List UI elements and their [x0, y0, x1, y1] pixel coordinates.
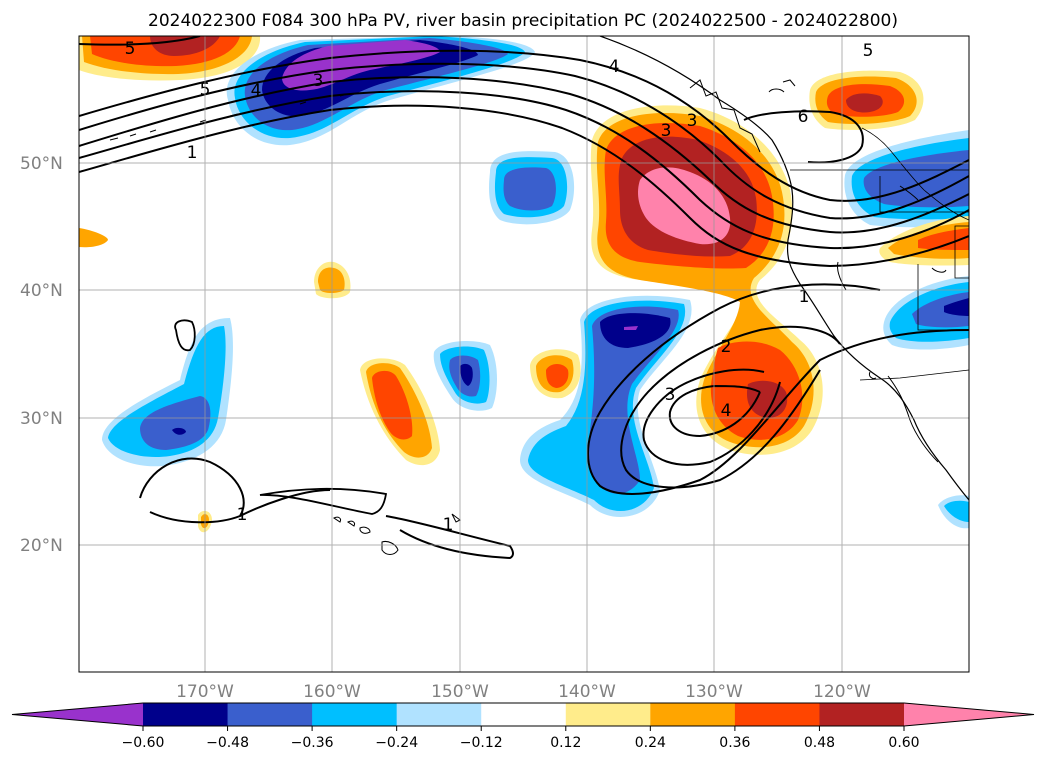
colorbar-segment	[396, 703, 482, 726]
lon-label: 160°W	[303, 682, 361, 702]
pv-label: 4	[609, 57, 620, 77]
lat-label: 30°N	[20, 409, 63, 429]
precip-blob-54N-119W	[809, 70, 924, 130]
pv-label: 3	[661, 121, 672, 141]
colorbar-tick-label: −0.60	[122, 735, 165, 751]
coastlines	[109, 36, 969, 555]
pv-label: 1	[237, 505, 248, 525]
gridlines	[79, 36, 969, 672]
colorbar-segments	[11, 702, 1035, 727]
colorbar-tick-label: 0.12	[550, 735, 581, 751]
colorbar-segment	[312, 703, 398, 726]
colorbar-tick-label: −0.48	[206, 735, 249, 751]
pv-label: 4	[251, 81, 262, 101]
lon-label: 150°W	[431, 682, 489, 702]
colorbar-tick-label: −0.24	[375, 735, 418, 751]
colorbar-extend-min	[12, 703, 143, 726]
precip-blob-33N-150W	[433, 340, 497, 411]
lat-label: 40°N	[20, 281, 63, 301]
precip-blob-west-edge	[79, 228, 108, 248]
lon-label: 170°W	[176, 682, 234, 702]
colorbar-segment	[650, 703, 736, 726]
pv-label: 3	[687, 111, 698, 131]
colorbar-segment	[734, 703, 820, 726]
precip-blob-43N-113W	[879, 216, 969, 266]
lat-label: 50°N	[20, 154, 63, 174]
pv-label: 5	[125, 39, 136, 59]
precip-blob-northeast-edge	[844, 130, 969, 228]
pv-label: 3	[313, 71, 324, 91]
pv-label: 1	[799, 287, 810, 307]
colorbar-segment	[143, 703, 229, 726]
pv-label: 4	[721, 401, 732, 421]
lon-label: 120°W	[813, 682, 871, 702]
precip-blob-28N-138W	[520, 295, 692, 517]
colorbar-segment	[565, 703, 651, 726]
colorbar-segment	[481, 703, 567, 726]
colorbar-tick-label: 0.24	[635, 735, 666, 751]
pv-label: 6	[798, 107, 809, 127]
colorbar-ticks: −0.60 −0.48 −0.36 −0.24 −0.12 0.12 0.24 0.36 0.4…	[122, 726, 920, 751]
colorbar: −0.60 −0.48 −0.36 −0.24 −0.12 0.12 0.24 0.36 0.4…	[11, 702, 1035, 751]
plot-frame	[78, 35, 970, 673]
lon-label: 130°W	[685, 682, 743, 702]
colorbar-segment	[819, 703, 905, 726]
lat-label: 20°N	[20, 536, 63, 556]
colorbar-tick-label: −0.12	[460, 735, 503, 751]
colorbar-extend-max	[904, 703, 1034, 726]
lon-label: 140°W	[558, 682, 616, 702]
colorbar-segment	[227, 703, 313, 726]
precip-blob-NE-pacific-positive	[590, 105, 823, 455]
map-title: 2024022300 F084 300 hPa PV, river basin …	[148, 11, 898, 31]
precip-blob-48N-145W	[489, 151, 575, 225]
pv-label: 1	[443, 515, 454, 535]
colorbar-tick-label: 0.48	[804, 735, 835, 751]
precip-blob-34N-142W	[530, 349, 581, 399]
pv-label: 1	[187, 143, 198, 163]
pv-label: 3	[665, 385, 676, 405]
pv-contours	[79, 36, 969, 560]
colorbar-tick-label: 0.60	[888, 735, 919, 751]
colorbar-tick-label: −0.36	[291, 735, 334, 751]
latitude-labels: 50°N 40°N 30°N 20°N	[20, 154, 63, 556]
precip-blob-southeast-edge	[938, 495, 969, 529]
precip-blob-32N-155W	[360, 358, 440, 466]
pv-label: 5	[863, 41, 874, 61]
longitude-labels: 170°W 160°W 150°W 140°W 130°W 120°W	[176, 682, 871, 702]
precip-blob-29N-170W	[102, 318, 233, 467]
pv-label: 2	[721, 337, 732, 357]
colorbar-tick-label: 0.36	[719, 735, 750, 751]
map-plot-area: 5 5 4 3 1 4 3 3 6 5 1 2 3 4 1 1	[79, 36, 969, 672]
